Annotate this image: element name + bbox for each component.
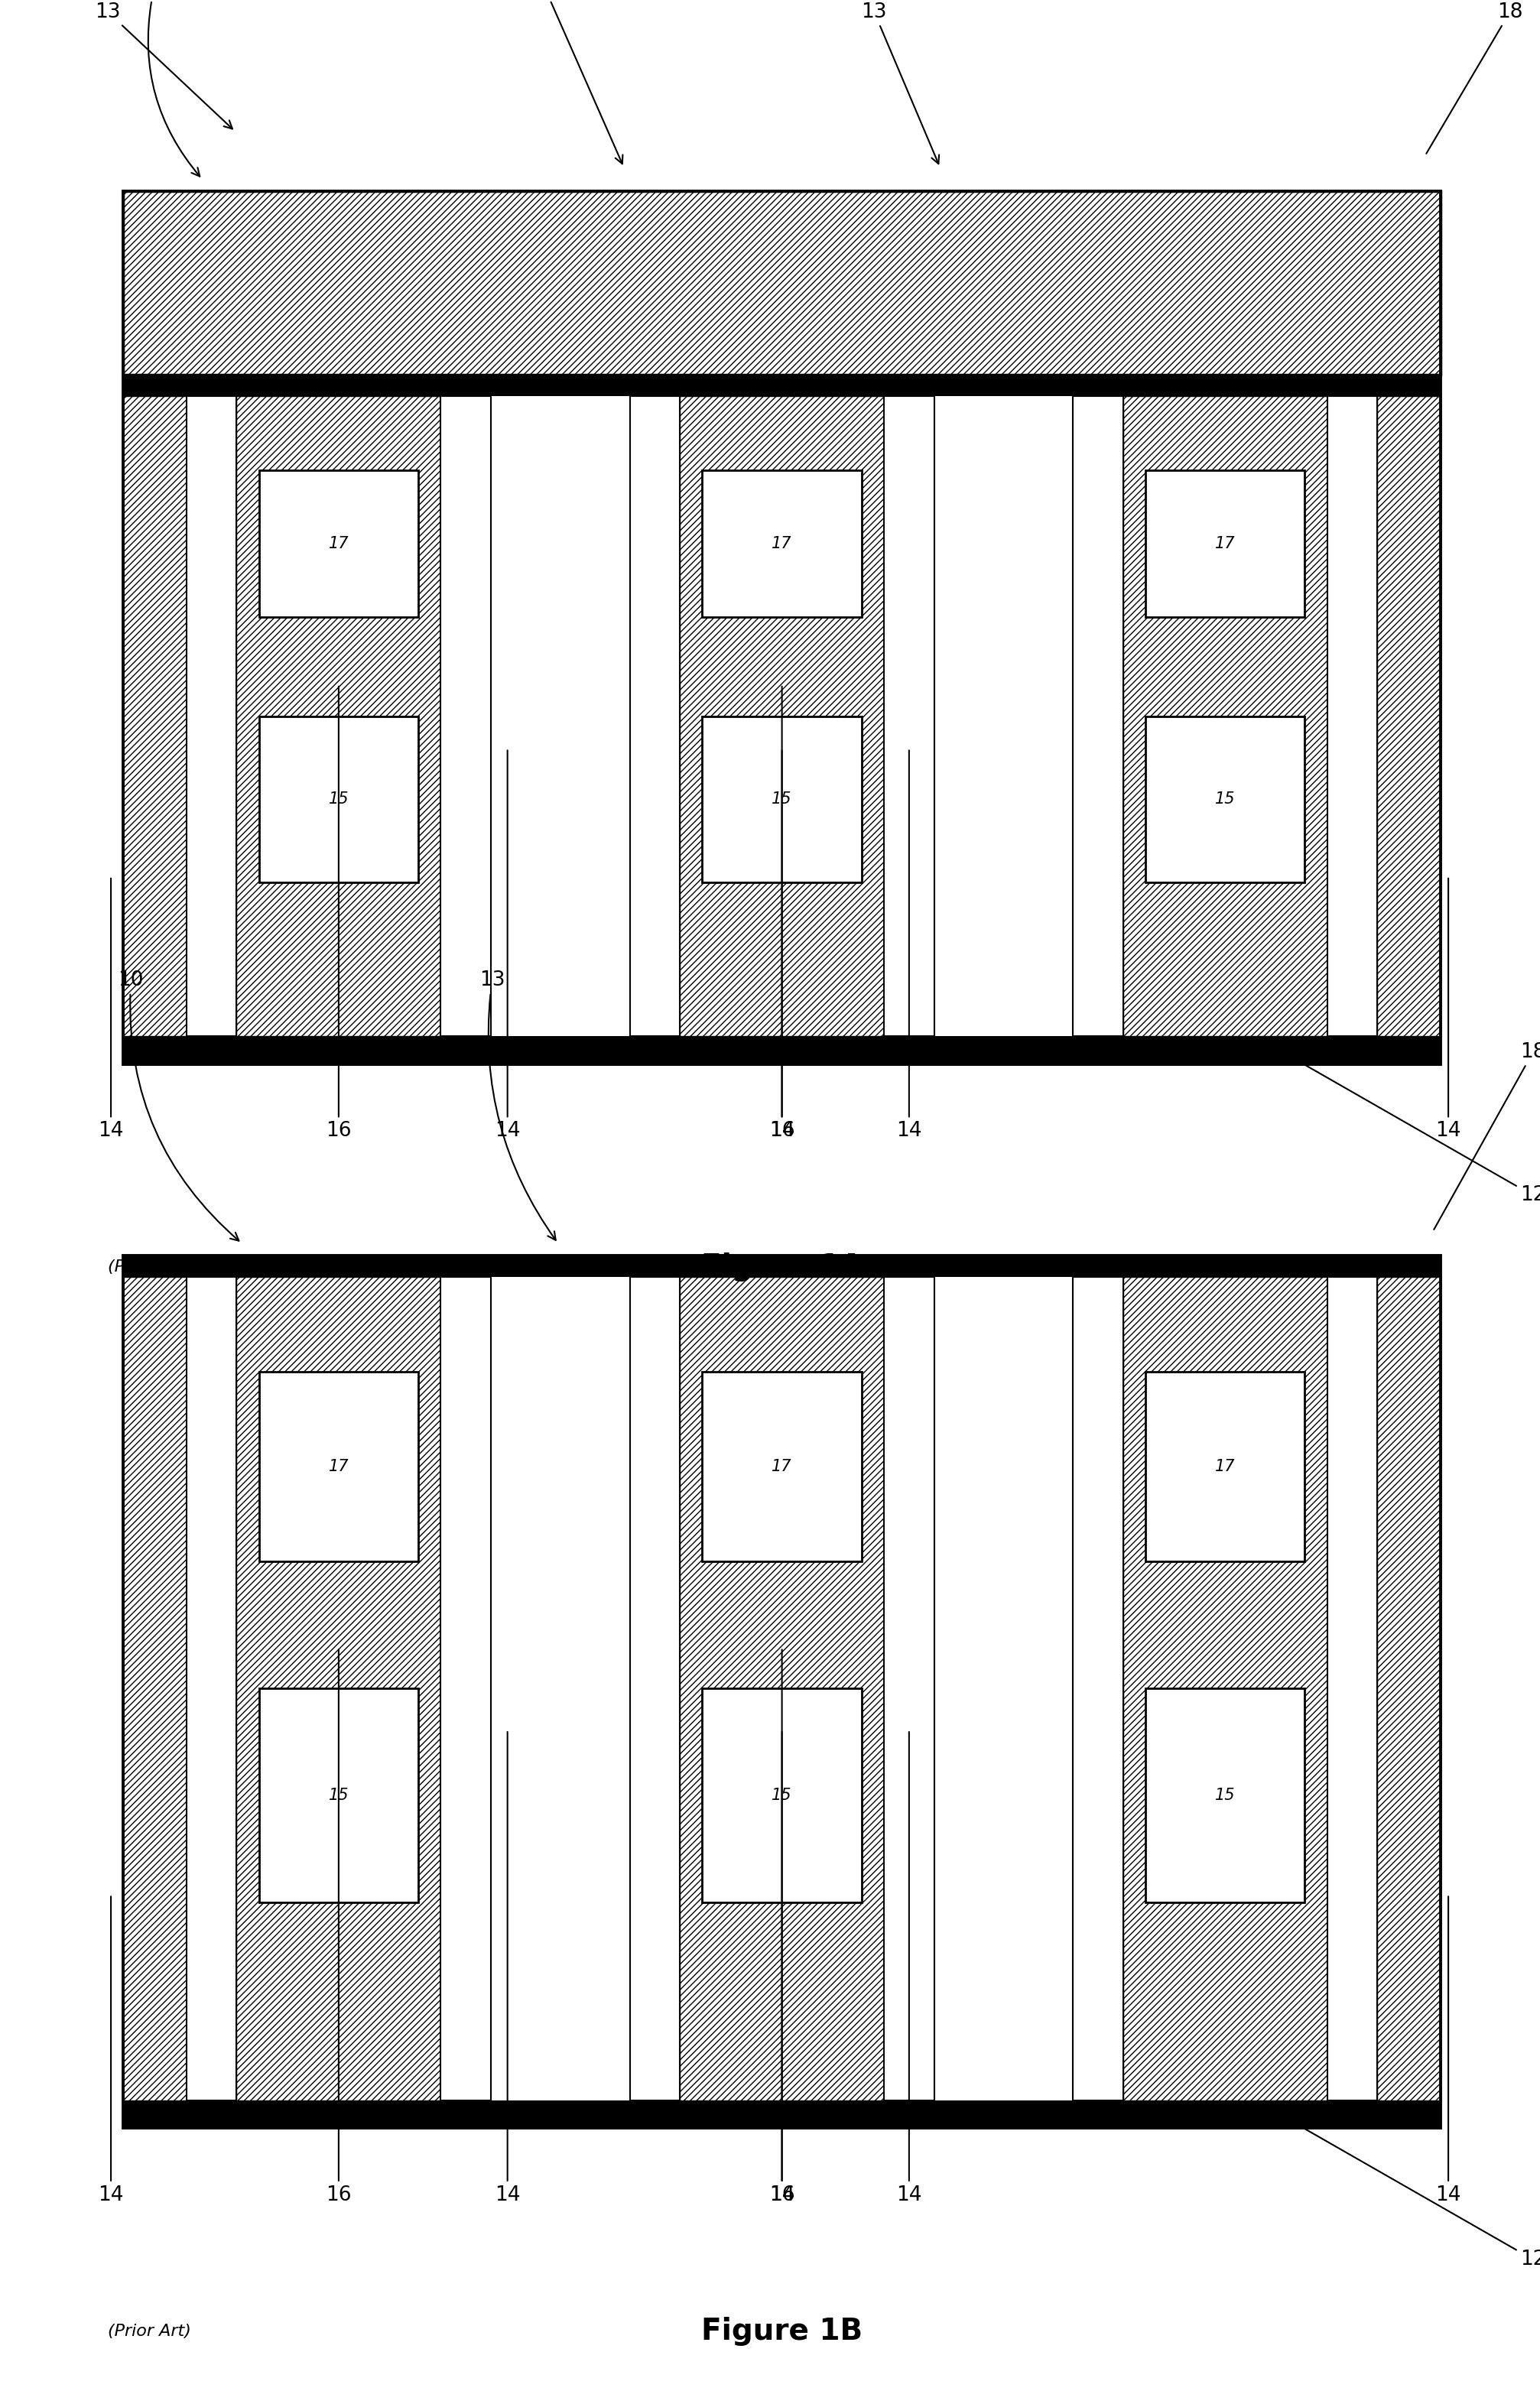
Text: 16: 16	[768, 1650, 795, 2205]
Bar	[123, 1255, 1440, 1277]
Text: 13: 13	[95, 2, 233, 129]
Bar	[259, 1372, 417, 1561]
Text: 13: 13	[531, 0, 622, 165]
Bar	[702, 1372, 861, 1561]
Bar	[1326, 1277, 1377, 2099]
Text: 14: 14	[1435, 1896, 1460, 2205]
Text: 15: 15	[328, 1788, 348, 1803]
Text: 17: 17	[328, 1459, 348, 1473]
Bar	[1123, 1277, 1326, 2099]
Text: 13: 13	[861, 2, 938, 163]
Text: 12: 12	[1284, 1052, 1540, 1205]
Text: (Prior Art): (Prior Art)	[108, 2324, 191, 2338]
Text: 12: 12	[1284, 2116, 1540, 2269]
Text: 13: 13	[479, 971, 556, 1241]
Bar	[884, 397, 933, 1035]
Bar	[1072, 1277, 1123, 2099]
Bar	[123, 397, 186, 1035]
Text: 14: 14	[768, 1731, 795, 2205]
Bar	[1146, 717, 1304, 882]
Text: 14: 14	[99, 877, 123, 1141]
Bar	[702, 471, 861, 617]
Text: Figure 1B: Figure 1B	[701, 2317, 862, 2346]
Text: 15: 15	[772, 1788, 792, 1803]
Bar	[1123, 397, 1326, 1035]
Text: 15: 15	[1215, 791, 1235, 808]
Bar	[123, 191, 1440, 1064]
Text: 15: 15	[772, 791, 792, 808]
Text: 14: 14	[494, 1731, 521, 2205]
Bar	[1146, 1372, 1304, 1561]
Bar	[1146, 471, 1304, 617]
Text: 17: 17	[1215, 536, 1235, 552]
Text: 14: 14	[1435, 877, 1460, 1141]
Text: (Prior Art): (Prior Art)	[108, 1260, 191, 1274]
Text: 10: 10	[119, 971, 239, 1241]
Text: 17: 17	[1215, 1459, 1235, 1473]
Text: 16: 16	[325, 686, 351, 1141]
Bar	[440, 1277, 491, 2099]
Text: 15: 15	[328, 791, 348, 808]
Text: 17: 17	[772, 1459, 792, 1473]
Text: 18: 18	[1434, 1042, 1540, 1229]
Bar	[237, 397, 440, 1035]
Text: 14: 14	[99, 1896, 123, 2205]
Bar	[1072, 397, 1123, 1035]
Bar	[123, 1255, 1440, 2128]
Text: 14: 14	[768, 751, 795, 1141]
Bar	[123, 375, 1440, 397]
Bar	[1377, 1277, 1440, 2099]
Bar	[1146, 1688, 1304, 1903]
Bar	[702, 1688, 861, 1903]
Bar	[259, 717, 417, 882]
Text: 16: 16	[768, 686, 795, 1141]
Bar	[1326, 397, 1377, 1035]
Bar	[123, 1035, 1440, 1064]
Text: 18: 18	[1426, 2, 1522, 153]
Bar	[1377, 397, 1440, 1035]
Bar	[186, 397, 237, 1035]
Bar	[440, 397, 491, 1035]
Bar	[884, 1277, 933, 2099]
Bar	[186, 1277, 237, 2099]
Text: 17: 17	[772, 536, 792, 552]
Text: 14: 14	[896, 1731, 921, 2205]
Bar	[237, 1277, 440, 2099]
Bar	[679, 1277, 884, 2099]
Bar	[123, 2099, 1440, 2128]
Text: Figure 1A: Figure 1A	[701, 1253, 862, 1282]
Text: 10: 10	[142, 0, 200, 177]
Bar	[123, 1277, 186, 2099]
Bar	[630, 1277, 679, 2099]
Bar	[679, 397, 884, 1035]
Bar	[259, 471, 417, 617]
Text: 17: 17	[328, 536, 348, 552]
Text: 14: 14	[494, 751, 521, 1141]
Bar	[702, 717, 861, 882]
Bar	[123, 191, 1440, 375]
Text: 15: 15	[1215, 1788, 1235, 1803]
Text: 14: 14	[896, 751, 921, 1141]
Bar	[630, 397, 679, 1035]
Text: 16: 16	[325, 1650, 351, 2205]
Bar	[259, 1688, 417, 1903]
